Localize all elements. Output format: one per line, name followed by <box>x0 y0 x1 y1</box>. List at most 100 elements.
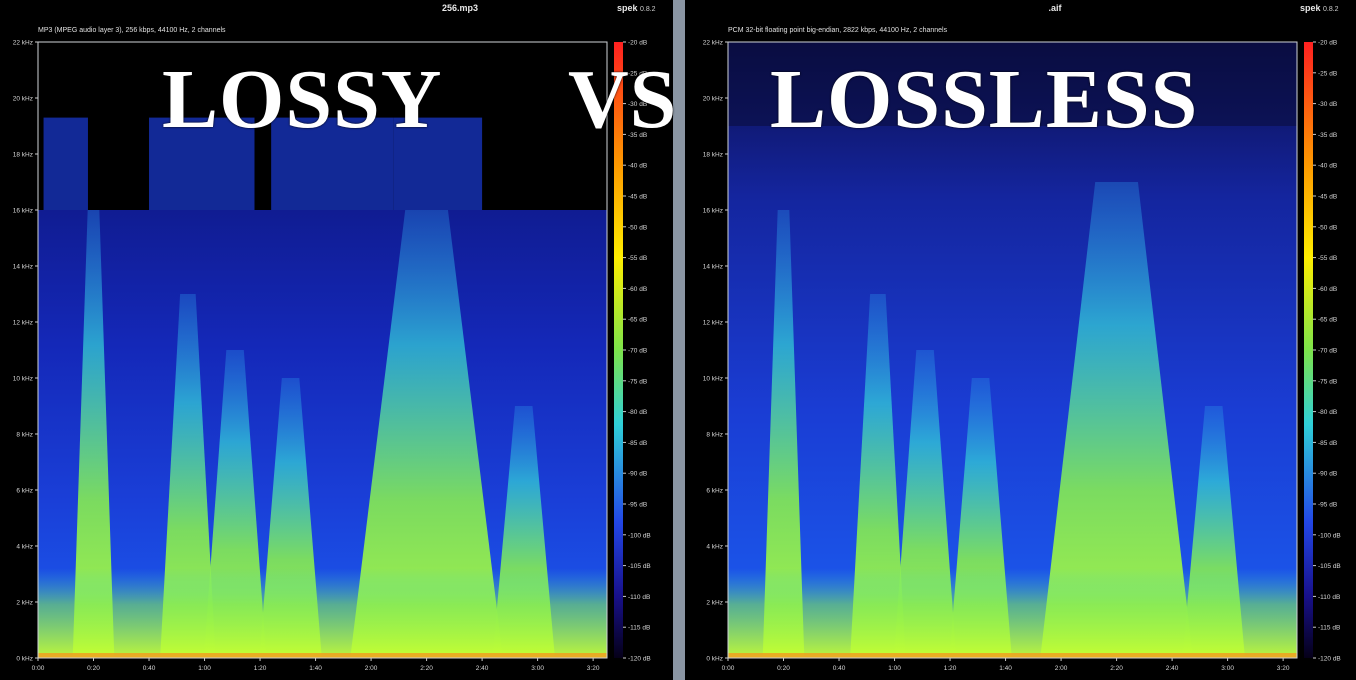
y-tick-label: 22 kHz <box>703 40 723 47</box>
legend-tick-label: -35 dB <box>1318 132 1337 139</box>
x-tick-label: 3:20 <box>587 665 600 672</box>
legend-tick-label: -35 dB <box>628 132 647 139</box>
residual-high-band <box>149 117 255 210</box>
x-tick-label: 1:20 <box>944 665 957 672</box>
x-tick-label: 0:40 <box>833 665 846 672</box>
x-tick-label: 1:40 <box>999 665 1012 672</box>
x-tick-label: 3:00 <box>531 665 544 672</box>
legend-tick-label: -50 dB <box>628 224 647 231</box>
x-tick-label: 1:00 <box>198 665 211 672</box>
legend-tick-label: -95 dB <box>1318 502 1337 509</box>
loud-section-band <box>350 210 503 658</box>
legend-tick-label: -75 dB <box>1318 378 1337 385</box>
y-tick-label: 18 kHz <box>703 152 723 159</box>
loud-section-band <box>160 294 216 658</box>
legend-tick-label: -75 dB <box>628 378 647 385</box>
y-tick-label: 4 kHz <box>706 544 723 551</box>
legend-tick-label: -90 dB <box>1318 471 1337 478</box>
db-colorbar <box>1304 42 1313 658</box>
y-tick-label: 16 kHz <box>13 208 33 215</box>
y-tick-label: 16 kHz <box>703 208 723 215</box>
low-frequency-energy <box>38 568 607 658</box>
legend-tick-label: -120 dB <box>628 656 651 663</box>
file-title: .aif <box>1048 3 1062 13</box>
legend-tick-label: -30 dB <box>1318 101 1337 108</box>
legend-tick-label: -100 dB <box>628 532 651 539</box>
legend-tick-label: -25 dB <box>628 70 647 77</box>
legend-tick-label: -80 dB <box>628 409 647 416</box>
x-tick-label: 0:00 <box>722 665 735 672</box>
legend-tick-label: -115 dB <box>1318 625 1340 632</box>
legend-tick-label: -55 dB <box>1318 255 1337 262</box>
legend-tick-label: -90 dB <box>628 471 647 478</box>
x-tick-label: 1:00 <box>888 665 901 672</box>
low-frequency-energy <box>728 568 1297 658</box>
x-tick-label: 1:20 <box>254 665 267 672</box>
spectrogram-plot-mp3 <box>37 41 608 659</box>
spectrogram-panel-mp3: 256.mp3 spek 0.8.2 MP3 (MPEG audio layer… <box>13 3 656 672</box>
time-axis: 0:00 0:20 0:40 1:00 1:20 1:40 2:00 2:20 2:40 3:00… <box>722 658 1290 672</box>
legend-tick-label: -105 dB <box>628 563 651 570</box>
x-tick-label: 0:20 <box>777 665 790 672</box>
legend-tick-label: -20 dB <box>628 40 647 47</box>
y-tick-label: 6 kHz <box>16 488 33 495</box>
x-tick-label: 3:00 <box>1221 665 1234 672</box>
db-legend: -20 dB -25 dB -30 dB -35 dB -40 dB -45 dB -50 … <box>614 40 651 663</box>
legend-tick-label: -70 dB <box>628 348 647 355</box>
y-tick-label: 8 kHz <box>706 432 723 439</box>
legend-tick-label: -60 dB <box>628 286 647 293</box>
x-tick-label: 0:00 <box>32 665 45 672</box>
residual-high-band <box>393 117 483 210</box>
y-tick-label: 2 kHz <box>706 600 723 607</box>
x-tick-label: 2:00 <box>365 665 378 672</box>
file-title: 256.mp3 <box>442 3 478 13</box>
residual-high-band <box>43 117 88 210</box>
app-name: spek <box>1300 3 1322 13</box>
time-axis: 0:00 0:20 0:40 1:00 1:20 1:40 2:00 2:20 2:40 3:00… <box>32 658 600 672</box>
y-tick-label: 14 kHz <box>13 264 33 271</box>
noise-floor <box>728 42 1297 126</box>
legend-tick-label: -85 dB <box>1318 440 1337 447</box>
y-tick-label: 4 kHz <box>16 544 33 551</box>
app-version: 0.8.2 <box>1323 6 1339 13</box>
file-info: MP3 (MPEG audio layer 3), 256 kbps, 4410… <box>38 27 226 34</box>
db-legend: -20 dB -25 dB -30 dB -35 dB -40 dB -45 dB -50 … <box>1304 40 1341 663</box>
legend-tick-label: -45 dB <box>628 194 647 201</box>
legend-tick-label: -110 dB <box>628 594 650 601</box>
y-tick-label: 10 kHz <box>13 376 33 383</box>
x-tick-label: 2:20 <box>1110 665 1123 672</box>
legend-tick-label: -50 dB <box>1318 224 1337 231</box>
loud-section-band <box>850 294 906 658</box>
legend-tick-label: -80 dB <box>1318 409 1337 416</box>
x-tick-label: 2:40 <box>476 665 489 672</box>
legend-tick-label: -40 dB <box>628 163 647 170</box>
loud-section-band <box>1040 182 1193 658</box>
spectrogram-panel-aif: .aif spek 0.8.2 PCM 32-bit floating poin… <box>703 3 1341 672</box>
x-tick-label: 2:00 <box>1055 665 1068 672</box>
app-name: spek <box>617 3 639 13</box>
legend-tick-label: -115 dB <box>628 625 650 632</box>
x-tick-label: 3:20 <box>1277 665 1290 672</box>
bass-strip <box>38 653 607 658</box>
y-tick-label: 8 kHz <box>16 432 33 439</box>
legend-tick-label: -25 dB <box>1318 70 1337 77</box>
legend-tick-label: -20 dB <box>1318 40 1337 47</box>
plot-frame <box>37 41 608 659</box>
frequency-axis: 0 kHz 2 kHz 4 kHz 6 kHz 8 kHz 10 kHz 12 kHz 14 … <box>13 40 38 663</box>
x-tick-label: 0:40 <box>143 665 156 672</box>
y-tick-label: 22 kHz <box>13 40 33 47</box>
x-tick-label: 0:20 <box>87 665 100 672</box>
spectrogram-plot-aif <box>727 41 1298 659</box>
legend-tick-label: -45 dB <box>1318 194 1337 201</box>
legend-tick-label: -55 dB <box>628 255 647 262</box>
y-tick-label: 14 kHz <box>703 264 723 271</box>
y-tick-label: 6 kHz <box>706 488 723 495</box>
app-version: 0.8.2 <box>640 6 656 13</box>
legend-tick-label: -100 dB <box>1318 532 1341 539</box>
file-info: PCM 32-bit floating point big-endian, 28… <box>728 27 948 34</box>
legend-tick-label: -65 dB <box>628 317 647 324</box>
legend-tick-label: -65 dB <box>1318 317 1337 324</box>
y-tick-label: 20 kHz <box>703 96 723 103</box>
legend-tick-label: -70 dB <box>1318 348 1337 355</box>
